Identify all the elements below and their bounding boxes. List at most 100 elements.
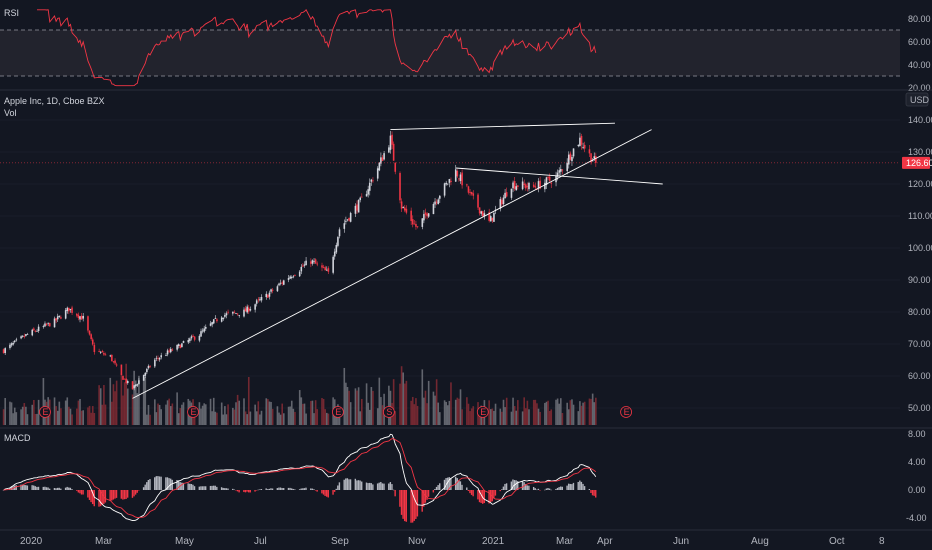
volume-bar	[209, 398, 212, 425]
candle-body	[556, 172, 559, 177]
volume-bar	[311, 400, 314, 425]
volume-bar	[539, 411, 541, 425]
volume-bar	[346, 386, 349, 425]
volume-bar	[80, 410, 83, 425]
candle-body	[524, 184, 527, 189]
candle-body	[593, 156, 596, 159]
candle-body	[294, 275, 296, 276]
candle-body	[77, 314, 80, 319]
macd-hist-bar	[176, 479, 178, 490]
macd-hist-bar	[343, 479, 345, 490]
candle-body	[545, 177, 548, 186]
macd-hist-bar	[402, 490, 404, 519]
macd-hist-bar	[515, 480, 517, 490]
volume-bar	[134, 380, 137, 425]
volume-bar	[423, 397, 425, 425]
volume-bar	[149, 414, 151, 425]
candle-body	[413, 223, 416, 225]
macd-pane[interactable]: MACD 8.00 4.00 0.00 -4.00	[2, 429, 927, 523]
macd-hist-bar	[560, 486, 562, 490]
volume-bar	[123, 382, 126, 425]
macd-hist-bar	[53, 488, 56, 490]
candle-body	[254, 304, 256, 310]
candle-body	[282, 280, 285, 285]
volume-bar	[9, 401, 11, 425]
candle-body	[356, 204, 358, 211]
volume-bar	[298, 390, 301, 425]
candle-body	[569, 153, 572, 160]
volume-bar	[76, 408, 78, 425]
volume-bar	[294, 411, 296, 425]
candle-body	[560, 169, 562, 172]
trendlines[interactable]	[132, 122, 663, 399]
candle-body	[187, 340, 190, 343]
volume-bar	[287, 406, 290, 425]
macd-hist-bar	[93, 490, 95, 507]
volume-bar	[424, 390, 427, 425]
volume-bar	[278, 412, 280, 425]
candle-body	[359, 197, 362, 201]
volume-label: Vol	[4, 108, 17, 118]
candle-body	[214, 317, 217, 319]
volume-bar	[515, 410, 518, 425]
macd-hist-bar	[104, 490, 107, 503]
volume-bar	[427, 380, 430, 425]
volume-bar	[313, 413, 315, 425]
macd-hist-bar	[561, 486, 564, 490]
candle-body	[357, 199, 360, 213]
price-pane[interactable]: E E E E E S Apple Inc, 1D, Cboe BZX Vol USD 1…	[0, 92, 932, 425]
macd-hist-bar	[537, 488, 540, 490]
macd-hist-bar	[305, 487, 307, 490]
macd-hist-bar	[279, 487, 282, 490]
volume-bar	[595, 397, 597, 425]
volume-bar	[91, 406, 94, 425]
volume-bar	[571, 399, 573, 425]
macd-hist-bar	[437, 485, 439, 490]
macd-hist-bar	[90, 490, 92, 503]
candle-body	[539, 180, 541, 189]
volume-bar	[454, 399, 457, 425]
macd-hist-bar	[101, 490, 103, 506]
candle-body	[171, 349, 174, 351]
candle-body	[316, 263, 319, 265]
macd-hist-bar	[238, 490, 240, 493]
event-markers[interactable]: E E E E ES	[39, 406, 632, 418]
candle-body	[138, 380, 140, 385]
currency-badge[interactable]	[905, 92, 929, 107]
macd-hist-bar	[595, 490, 597, 498]
rsi-pane[interactable]: RSI 80.00 60.00 40.00 20.00	[0, 8, 931, 93]
candle-body	[222, 317, 225, 319]
macd-hist-bar	[201, 486, 204, 490]
macd-hist-bar	[577, 481, 579, 490]
macd-hist-bar	[168, 478, 170, 490]
candle-body	[310, 261, 312, 264]
macd-title: MACD	[4, 433, 31, 443]
macd-hist-bar	[405, 490, 407, 522]
macd-hist-bar	[300, 488, 302, 490]
macd-hist-bar	[222, 487, 224, 490]
volume-bar	[182, 402, 185, 425]
volume-bar	[23, 403, 26, 425]
candle-body	[470, 191, 473, 195]
volume-bar	[204, 404, 207, 425]
macd-hist-bar	[112, 490, 115, 500]
volume-bar	[79, 399, 81, 425]
macd-hist-bar	[249, 490, 251, 493]
macd-hist-bar	[292, 488, 294, 490]
volume-bar	[227, 404, 229, 425]
volume-bar	[376, 408, 379, 425]
volume-bar	[450, 382, 452, 425]
volume-bar	[220, 402, 223, 425]
candle-body	[488, 212, 490, 221]
candle-body	[370, 179, 373, 182]
candle-body	[504, 192, 506, 199]
volume-bar	[154, 399, 156, 425]
macd-hist-bar	[435, 486, 438, 490]
time-axis[interactable]: 2020 Mar May Jul Sep Nov 2021 Mar Apr Ju…	[20, 536, 885, 547]
macd-hist-bar	[190, 483, 193, 490]
volume-bar	[310, 401, 312, 425]
price-axis[interactable]: 140.00 130.00 120.00 110.00 100.00 90.00…	[908, 115, 932, 413]
candle-body	[279, 282, 282, 284]
macd-hist-bar	[187, 483, 189, 490]
